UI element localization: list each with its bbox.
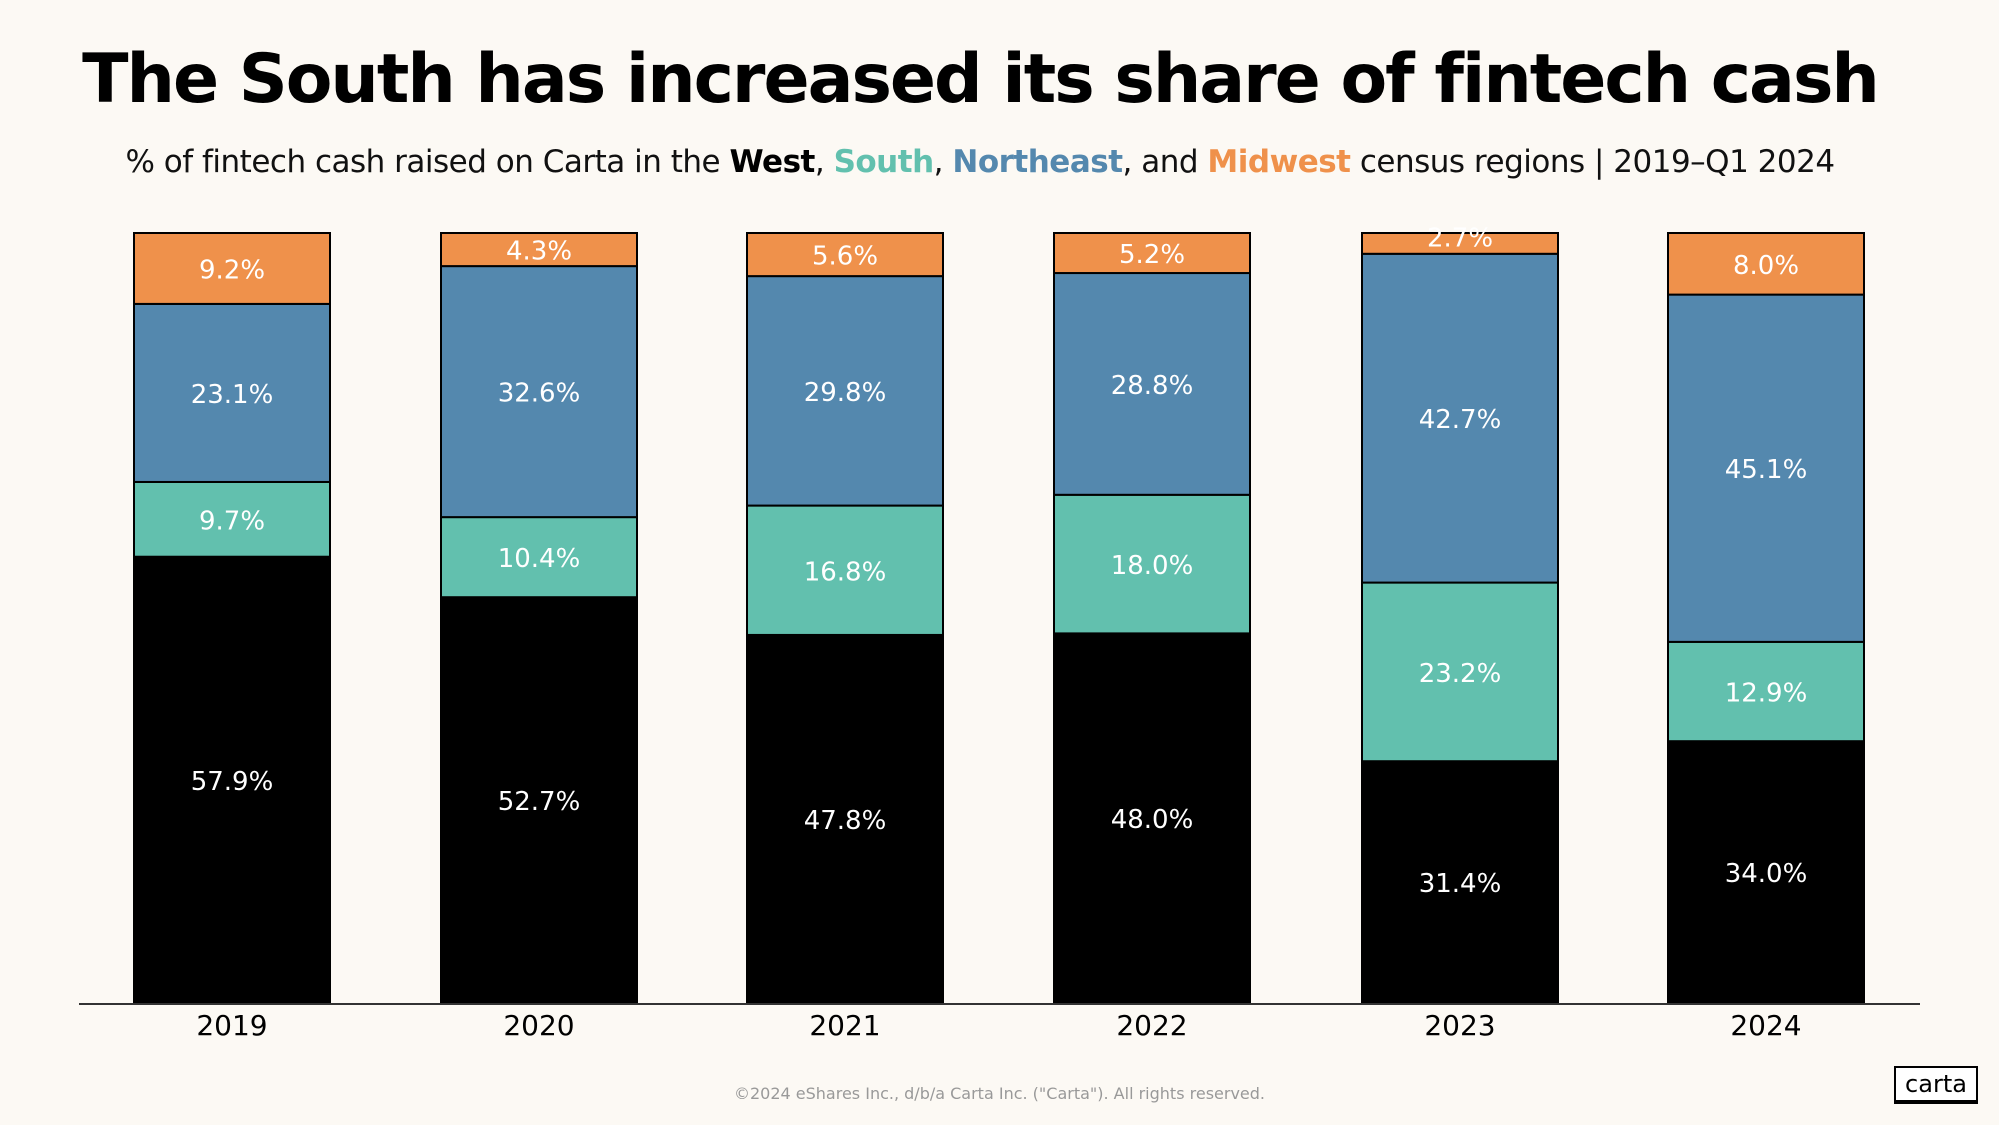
legend-midwest: Midwest: [1207, 144, 1351, 180]
bar-segment-midwest-2024: [1667, 232, 1865, 296]
legend-northeast: Northeast: [952, 144, 1123, 180]
x-tick-label: 2020: [503, 1009, 574, 1042]
bar-segment-south-2023: [1361, 581, 1559, 763]
legend-west: West: [729, 144, 815, 180]
bar-segment-south-2021: [746, 504, 944, 636]
data-label: 57.9%: [191, 767, 274, 797]
bar-segment-northeast-2023: [1361, 252, 1559, 584]
data-label: 23.1%: [191, 380, 274, 410]
data-label: 10.4%: [498, 544, 581, 574]
bar-segment-west-2021: [746, 633, 944, 1004]
x-tick-label: 2022: [1116, 1009, 1187, 1042]
bar-segment-northeast-2020: [440, 265, 638, 519]
bar-segment-south-2022: [1053, 493, 1251, 635]
bar-segment-west-2020: [440, 596, 638, 1005]
bar-segment-west-2023: [1361, 760, 1559, 1004]
data-label: 16.8%: [804, 557, 887, 587]
data-label: 23.2%: [1419, 659, 1502, 689]
bar-segment-south-2024: [1667, 640, 1865, 743]
bar-segment-midwest-2022: [1053, 232, 1251, 275]
bar-segment-northeast-2022: [1053, 272, 1251, 496]
bar-segment-west-2024: [1667, 740, 1865, 1004]
data-label: 9.2%: [199, 255, 265, 285]
data-label: 52.7%: [498, 787, 581, 817]
bar-segment-midwest-2019: [133, 232, 331, 305]
data-label: 45.1%: [1725, 455, 1808, 485]
data-label: 32.6%: [498, 379, 581, 409]
subtitle-prefix: % of fintech cash raised on Carta in the: [125, 144, 730, 180]
legend-south: South: [833, 144, 935, 180]
bar-segment-northeast-2021: [746, 275, 944, 507]
data-label: 5.2%: [1119, 240, 1185, 270]
data-label: 12.9%: [1725, 679, 1808, 709]
data-label: 34.0%: [1725, 859, 1808, 889]
data-label: 4.3%: [506, 237, 572, 267]
data-label: 2.7%: [1427, 223, 1493, 253]
bar-segment-south-2020: [440, 516, 638, 599]
subtitle-sep: ,: [814, 144, 834, 180]
copyright-footer: ©2024 eShares Inc., d/b/a Carta Inc. ("C…: [733, 1084, 1265, 1103]
subtitle-sep: , and: [1122, 144, 1208, 180]
data-label: 31.4%: [1419, 869, 1502, 899]
bar-segment-midwest-2021: [746, 232, 944, 278]
carta-logo: carta: [1894, 1066, 1978, 1102]
chart-title: The South has increased its share of fin…: [82, 40, 1880, 119]
data-label: 5.6%: [812, 242, 878, 272]
data-label: 29.8%: [804, 378, 887, 408]
data-label: 48.0%: [1111, 805, 1194, 835]
chart-subtitle: % of fintech cash raised on Carta in the…: [0, 144, 1960, 180]
subtitle-sep: ,: [933, 144, 953, 180]
data-label: 18.0%: [1111, 551, 1194, 581]
bar-segment-midwest-2023: [1361, 232, 1559, 255]
x-tick-label: 2024: [1730, 1009, 1801, 1042]
bar-segment-midwest-2020: [440, 232, 638, 268]
bar-segment-west-2022: [1053, 632, 1251, 1005]
x-tick-label: 2021: [809, 1009, 880, 1042]
data-label: 47.8%: [804, 806, 887, 836]
data-label: 8.0%: [1733, 251, 1799, 281]
subtitle-suffix: census regions | 2019–Q1 2024: [1350, 144, 1835, 180]
data-label: 9.7%: [199, 506, 265, 536]
x-tick-label: 2019: [196, 1009, 267, 1042]
x-tick-label: 2023: [1424, 1009, 1495, 1042]
bar-segment-south-2019: [133, 480, 331, 558]
data-label: 28.8%: [1111, 371, 1194, 401]
bar-segment-northeast-2024: [1667, 293, 1865, 643]
data-label: 42.7%: [1419, 405, 1502, 435]
bar-segment-northeast-2019: [133, 302, 331, 483]
